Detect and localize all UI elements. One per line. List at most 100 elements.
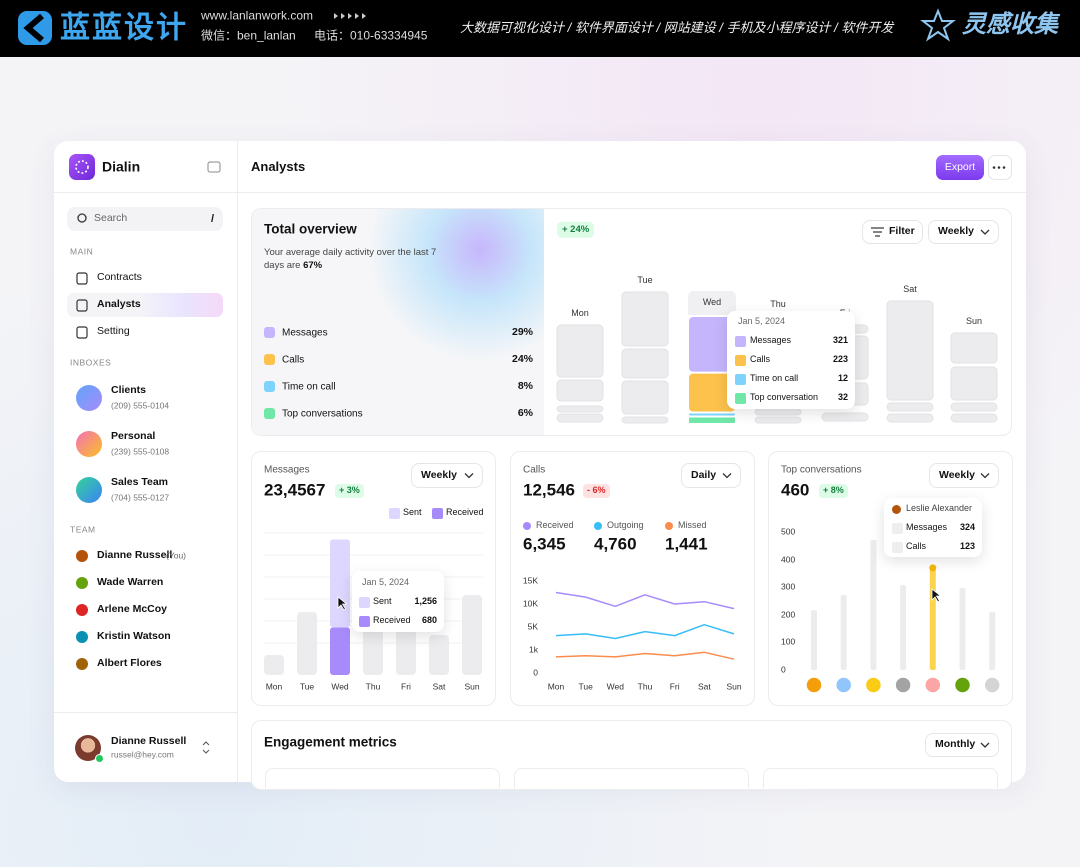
more-dot (992, 166, 996, 169)
team-member[interactable]: Dianne Russell (97, 549, 173, 562)
change-badge: - 6% (583, 484, 610, 498)
tooltip-value: 32 (837, 392, 848, 403)
contact-avatar (924, 676, 942, 694)
legend-dot (523, 522, 531, 530)
legend-swatch (432, 508, 443, 519)
bar-segment (689, 317, 735, 372)
nav-item[interactable]: Analysts (97, 298, 141, 311)
tooltip (727, 311, 855, 409)
bar-segment (689, 413, 735, 416)
placeholder-bar (363, 620, 383, 675)
inbox-avatar (76, 385, 102, 411)
filter-button[interactable] (862, 220, 923, 244)
nav-item[interactable]: Setting (97, 325, 130, 338)
switch-icon (202, 749, 210, 754)
logo-text: 蓝蓝设计 (60, 11, 188, 45)
y-tick-label: 10K (522, 598, 538, 609)
inbox-avatar (76, 477, 102, 503)
search-box[interactable] (67, 207, 223, 231)
period-dropdown-label: Monthly (935, 738, 976, 751)
inbox-name[interactable]: Personal (111, 430, 156, 443)
section-title: MAIN (70, 246, 94, 257)
inbox-name[interactable]: Clients (111, 384, 147, 397)
section-title: TEAM (70, 524, 96, 535)
search-shortcut: / (211, 212, 215, 225)
search-placeholder: Search (94, 212, 128, 225)
inbox-avatar (76, 431, 102, 457)
tooltip-name: Time on call (750, 373, 799, 384)
card-total: 12,546 (523, 480, 575, 500)
team-member[interactable]: Albert Flores (97, 657, 162, 670)
x-tick-label: Sat (697, 681, 711, 692)
series-total: 4,760 (594, 534, 637, 554)
day-label: Fri (401, 681, 411, 692)
y-tick-label: 500 (781, 526, 796, 537)
card-label: Top conversations (781, 464, 862, 476)
export-label[interactable]: Export (944, 160, 976, 173)
change-badge: + 8% (819, 484, 848, 498)
nav-icon (76, 326, 88, 339)
filter-label: Filter (889, 225, 915, 238)
team-avatar (76, 631, 88, 643)
y-tick-label: 400 (781, 553, 796, 564)
contact-avatar (983, 676, 1001, 694)
more-button[interactable] (988, 155, 1012, 180)
nav-item[interactable]: Contracts (97, 271, 142, 284)
series-line (555, 651, 735, 660)
team-member[interactable]: Kristin Watson (97, 630, 171, 643)
placeholder-bar (297, 612, 317, 675)
tooltip-avatar (892, 505, 901, 514)
legend-dot (665, 522, 673, 530)
bar-segment (689, 417, 735, 423)
tooltip-name: Calls (750, 354, 771, 365)
legend-value: 8% (517, 380, 533, 393)
sidebar-divider (237, 141, 238, 782)
highlight: 67% (303, 260, 323, 271)
tooltip-name: Messages (750, 335, 792, 346)
period-dropdown[interactable] (411, 463, 483, 488)
chevron-icon (980, 473, 990, 479)
cursor (337, 596, 348, 611)
change-badge: + 24% (557, 221, 595, 239)
tooltip-swatch (735, 336, 746, 347)
x-tick-label: Wed (606, 681, 624, 692)
period-dropdown[interactable] (681, 463, 741, 488)
inbox-name[interactable]: Sales Team (111, 476, 169, 489)
tooltip-value: 12 (837, 373, 848, 384)
team-member[interactable]: Arlene McCoy (97, 603, 168, 616)
page-title: Analysts (251, 158, 306, 174)
chevron-icon (464, 473, 474, 479)
placeholder-block (950, 402, 998, 412)
placeholder-block (621, 348, 669, 379)
user-name: Dianne Russell (111, 735, 187, 748)
y-tick-label: 5K (527, 621, 538, 632)
series-line (555, 591, 735, 610)
tooltip-name: Messages (906, 522, 948, 533)
nav-icon (76, 272, 88, 285)
user-email: russel@hey.com (111, 749, 174, 760)
export-button[interactable] (936, 155, 984, 180)
placeholder-bar (396, 630, 416, 675)
y-tick-label: 200 (781, 609, 796, 620)
x-tick-label: Fri (669, 681, 680, 692)
tooltip-swatch (359, 597, 370, 608)
legend-value: 24% (511, 353, 533, 366)
contact-avatar (894, 676, 912, 694)
tooltip-value: 223 (832, 354, 848, 365)
legend-swatch (264, 354, 275, 365)
bar (929, 567, 936, 670)
description: Your average daily activity over the las… (264, 247, 437, 271)
legend-value: 6% (517, 407, 533, 420)
day-label: Mon (265, 681, 283, 692)
bar (811, 610, 817, 670)
metric-card (265, 768, 500, 788)
team-member[interactable]: Wade Warren (97, 576, 164, 589)
banner-phone: 电话：010-63334945 (314, 28, 428, 43)
tooltip-date: Jan 5, 2024 (738, 316, 786, 327)
legend-name: Sent (403, 507, 422, 518)
tooltip-name: Sent (373, 596, 392, 607)
you-note: (You) (166, 550, 187, 561)
legend-name: Calls (282, 354, 305, 366)
switch-icon (202, 741, 210, 746)
